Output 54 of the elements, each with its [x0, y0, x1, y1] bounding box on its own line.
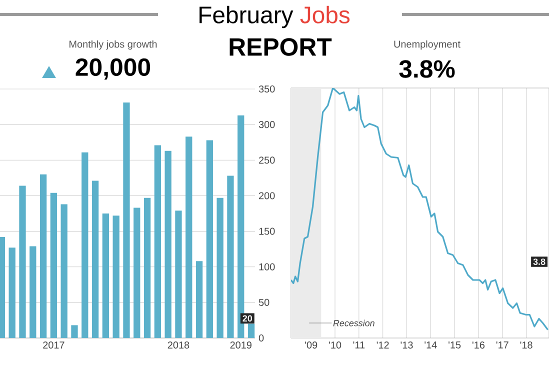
bar: [30, 246, 36, 338]
x-tick-label: '10: [329, 342, 342, 349]
x-tick-label: '16: [472, 342, 485, 349]
bar: [134, 208, 140, 338]
bar: [60, 204, 68, 338]
x-tick-label: '09: [305, 342, 318, 349]
bar: [186, 136, 192, 338]
text: Jobs: [300, 6, 350, 24]
bar: [40, 174, 47, 338]
x-tick-label: '17: [496, 342, 508, 348]
band-label: Recession: [333, 320, 374, 326]
bar: [154, 145, 161, 338]
x-tick-label: '14: [424, 342, 437, 348]
bar: [102, 214, 110, 338]
chart-title: Monthly jobs growth: [70, 40, 157, 50]
bar: [123, 102, 130, 338]
y-tick-label: 0: [258, 334, 264, 342]
bar: [227, 176, 234, 338]
y-tick-label: 50: [258, 298, 270, 306]
x-tick-label: 2017: [43, 342, 64, 349]
bar: [71, 325, 78, 338]
y-tick-label: 250: [259, 156, 275, 164]
bar: [216, 198, 224, 338]
bar: [144, 198, 151, 338]
data-label: 20: [242, 315, 252, 322]
y-tick-label: 100: [259, 263, 275, 270]
bar: [196, 261, 203, 338]
y-tick-label: 300: [258, 121, 275, 128]
bar: [82, 152, 88, 338]
chart-subtitle: 20,000: [76, 58, 150, 80]
x-tick-label: '12: [376, 342, 389, 348]
bar: [50, 192, 58, 338]
text: February: [200, 6, 294, 28]
chart-subtitle: 3.8%: [399, 60, 455, 78]
x-tick-label: '11: [353, 342, 365, 348]
chart-title: Unemployment: [394, 40, 460, 50]
y-tick-label: 350: [258, 85, 275, 93]
bar: [206, 140, 213, 338]
bar: [92, 180, 99, 338]
text: REPORT: [230, 38, 332, 56]
x-tick-label: '15: [448, 342, 461, 348]
y-tick-label: 150: [259, 228, 275, 235]
bar: [0, 236, 6, 338]
bar: [112, 216, 120, 338]
bar: [19, 186, 26, 338]
bar: [175, 210, 182, 338]
annotation: 3.8: [533, 258, 546, 265]
bar: [8, 248, 16, 338]
x-tick-label: 2018: [168, 342, 190, 349]
x-tick-label: '18: [520, 342, 532, 349]
x-tick-label: '13: [400, 342, 413, 349]
x-tick-label: 2019: [230, 342, 252, 349]
y-tick-label: 200: [259, 192, 275, 200]
bar: [164, 150, 172, 338]
